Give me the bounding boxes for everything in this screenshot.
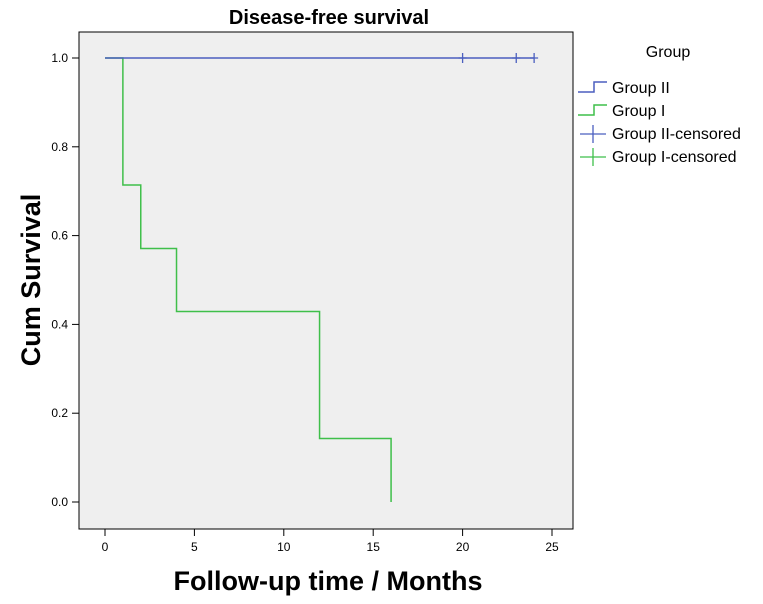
- plot-area: [78, 31, 574, 530]
- y-tick-label: 1.0: [51, 51, 68, 65]
- x-tick-label: 5: [191, 540, 198, 554]
- x-tick-label: 25: [545, 540, 559, 554]
- y-axis: 0.0 0.2 0.4 0.6 0.8 1.0: [51, 51, 79, 509]
- legend-plus-icon: [580, 125, 606, 143]
- series-line-group-i: [105, 57, 392, 502]
- x-tick-label: 0: [102, 540, 109, 554]
- x-tick-label: 15: [367, 540, 381, 554]
- legend-label: Group I: [612, 103, 665, 120]
- series-layer: [105, 53, 539, 502]
- legend-label: Group I-censored: [612, 149, 737, 166]
- y-tick-label: 0.4: [51, 317, 68, 331]
- x-tick-label: 20: [456, 540, 470, 554]
- x-axis: 0 5 10 15 20 25: [102, 529, 559, 554]
- y-tick-label: 0.8: [51, 140, 68, 154]
- y-tick-label: 0.6: [51, 229, 68, 243]
- chart-title: Disease-free survival: [229, 7, 429, 29]
- legend-label: Group II-censored: [612, 126, 741, 143]
- x-tick-label: 10: [277, 540, 291, 554]
- x-axis-label: Follow-up time / Months: [174, 566, 483, 596]
- legend-step-icon: [578, 104, 607, 116]
- censored-mark: [530, 53, 539, 63]
- y-axis-label: Cum Survival: [16, 194, 46, 367]
- legend-plus-icon: [580, 148, 606, 166]
- legend-step-icon: [578, 81, 607, 93]
- legend: Group Group II Group I Group II-censored Gr…: [578, 44, 741, 166]
- censored-mark: [458, 53, 467, 63]
- legend-title: Group: [646, 44, 691, 61]
- legend-label: Group II: [612, 80, 670, 97]
- y-tick-label: 0.0: [51, 495, 68, 509]
- censored-mark: [512, 53, 521, 63]
- y-tick-label: 0.2: [51, 406, 68, 420]
